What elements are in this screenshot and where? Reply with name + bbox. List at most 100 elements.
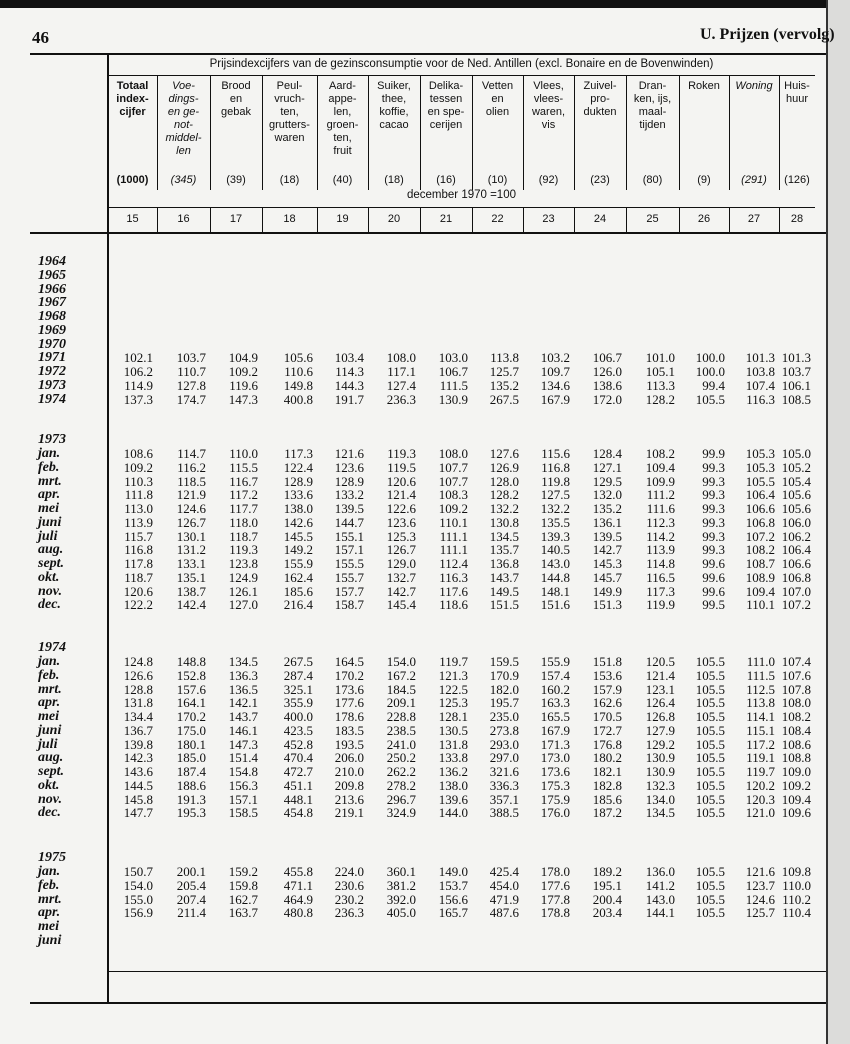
cell-value: 118.0 bbox=[229, 514, 258, 530]
cell-value: 112.4 bbox=[439, 556, 468, 571]
cell-value: 157.1 bbox=[334, 542, 364, 558]
cell-value: 165.5 bbox=[540, 709, 570, 724]
cell-value: 121.3 bbox=[438, 667, 468, 683]
cell-value: 470.4 bbox=[283, 750, 313, 766]
row-label: mrt. bbox=[38, 681, 62, 697]
cell-value: 105.5 bbox=[695, 681, 725, 697]
cell-value: 105.5 bbox=[695, 722, 725, 738]
cell-value: 155.0 bbox=[123, 891, 153, 907]
cell-value: 114.3 bbox=[335, 364, 364, 379]
cell-value: 145.8 bbox=[123, 791, 153, 807]
cell-value: 157.1 bbox=[228, 791, 258, 807]
cell-value: 108.6 bbox=[123, 446, 153, 461]
cell-value: 127.5 bbox=[540, 487, 570, 503]
cell-value: 99.6 bbox=[702, 569, 725, 585]
cell-value: 110.2 bbox=[782, 891, 811, 907]
cell-value: 147.3 bbox=[228, 736, 258, 752]
column-number: 26 bbox=[697, 213, 711, 225]
cell-value: 105.5 bbox=[695, 791, 725, 807]
cell-value: 134.0 bbox=[645, 791, 675, 807]
cell-value: 112.3 bbox=[646, 514, 675, 530]
cell-value: 116.2 bbox=[177, 459, 206, 475]
cell-value: 99.4 bbox=[702, 377, 725, 393]
cell-value: 125.7 bbox=[745, 905, 775, 921]
cell-value: 136.5 bbox=[228, 681, 258, 697]
cell-value: 124.8 bbox=[123, 654, 153, 669]
rule bbox=[472, 75, 473, 190]
cell-value: 111.6 bbox=[646, 501, 675, 516]
base-note: december 1970 =100 bbox=[406, 189, 516, 201]
cell-value: 141.2 bbox=[645, 877, 675, 893]
cell-value: 105.1 bbox=[645, 364, 675, 379]
cell-value: 109.0 bbox=[781, 764, 811, 779]
cell-value: 99.5 bbox=[702, 597, 725, 613]
cell-value: 165.7 bbox=[438, 905, 468, 921]
cell-value: 136.8 bbox=[489, 556, 519, 571]
cell-value: 149.5 bbox=[489, 583, 519, 599]
cell-value: 105.5 bbox=[695, 667, 725, 683]
cell-value: 109.8 bbox=[781, 864, 811, 879]
column-weight: (80) bbox=[642, 174, 663, 186]
cell-value: 454.8 bbox=[283, 805, 313, 821]
section-label: 1973 bbox=[38, 432, 66, 447]
cell-value: 173.0 bbox=[540, 750, 570, 766]
row-label: aug. bbox=[38, 542, 64, 558]
cell-value: 178.6 bbox=[334, 709, 364, 724]
cell-value: 143.6 bbox=[123, 764, 153, 779]
cell-value: 115.6 bbox=[541, 446, 570, 461]
cell-value: 113.8 bbox=[746, 695, 775, 711]
cell-value: 153.6 bbox=[592, 667, 622, 683]
row-label: sept. bbox=[38, 764, 65, 779]
cell-value: 116.8 bbox=[541, 459, 570, 475]
cell-value: 139.6 bbox=[438, 791, 468, 807]
rule bbox=[523, 207, 524, 232]
cell-value: 116.8 bbox=[124, 542, 153, 558]
cell-value: 167.9 bbox=[540, 391, 570, 407]
cell-value: 278.2 bbox=[386, 777, 416, 793]
cell-value: 160.2 bbox=[540, 681, 570, 697]
cell-value: 392.0 bbox=[386, 891, 416, 907]
cell-value: 381.2 bbox=[386, 877, 416, 893]
cell-value: 126.6 bbox=[123, 667, 153, 683]
cell-value: 114.9 bbox=[124, 377, 153, 393]
cell-value: 127.1 bbox=[592, 459, 622, 475]
cell-value: 123.8 bbox=[228, 556, 258, 571]
row-label: feb. bbox=[38, 459, 60, 475]
cell-value: 135.1 bbox=[176, 569, 206, 585]
cell-value: 142.7 bbox=[592, 542, 622, 558]
cell-value: 144.7 bbox=[334, 514, 364, 530]
cell-value: 336.3 bbox=[489, 777, 519, 793]
cell-value: 325.1 bbox=[283, 681, 313, 697]
cell-value: 191.3 bbox=[176, 791, 206, 807]
rule bbox=[157, 75, 158, 190]
cell-value: 114.2 bbox=[646, 528, 675, 544]
row-label: juni bbox=[38, 514, 62, 530]
cell-value: 108.7 bbox=[745, 556, 775, 571]
cell-value: 106.7 bbox=[438, 364, 468, 379]
cell-value: 132.0 bbox=[592, 487, 622, 503]
cell-value: 99.6 bbox=[702, 556, 725, 571]
cell-value: 128.8 bbox=[123, 681, 153, 697]
row-label: jan. bbox=[38, 864, 61, 879]
cell-value: 106.4 bbox=[745, 487, 775, 503]
cell-value: 110.7 bbox=[177, 364, 206, 379]
row-label: apr. bbox=[38, 905, 61, 921]
cell-value: 236.3 bbox=[334, 905, 364, 921]
rule bbox=[779, 75, 780, 190]
row-label: 1966 bbox=[38, 281, 66, 297]
cell-value: 127.4 bbox=[386, 377, 416, 393]
cell-value: 145.3 bbox=[592, 556, 622, 571]
cell-value: 105.5 bbox=[695, 764, 725, 779]
cell-value: 130.9 bbox=[645, 764, 675, 779]
rule bbox=[679, 75, 680, 190]
cell-value: 105.5 bbox=[695, 777, 725, 793]
cell-value: 119.7 bbox=[746, 764, 775, 779]
row-label: juni bbox=[38, 932, 62, 948]
cell-value: 195.7 bbox=[489, 695, 519, 711]
cell-value: 105.4 bbox=[781, 473, 811, 489]
cell-value: 138.0 bbox=[438, 777, 468, 793]
cell-value: 213.6 bbox=[334, 791, 364, 807]
cell-value: 104.9 bbox=[228, 350, 258, 366]
cell-value: 118.7 bbox=[229, 528, 258, 544]
cell-value: 159.2 bbox=[228, 864, 258, 879]
